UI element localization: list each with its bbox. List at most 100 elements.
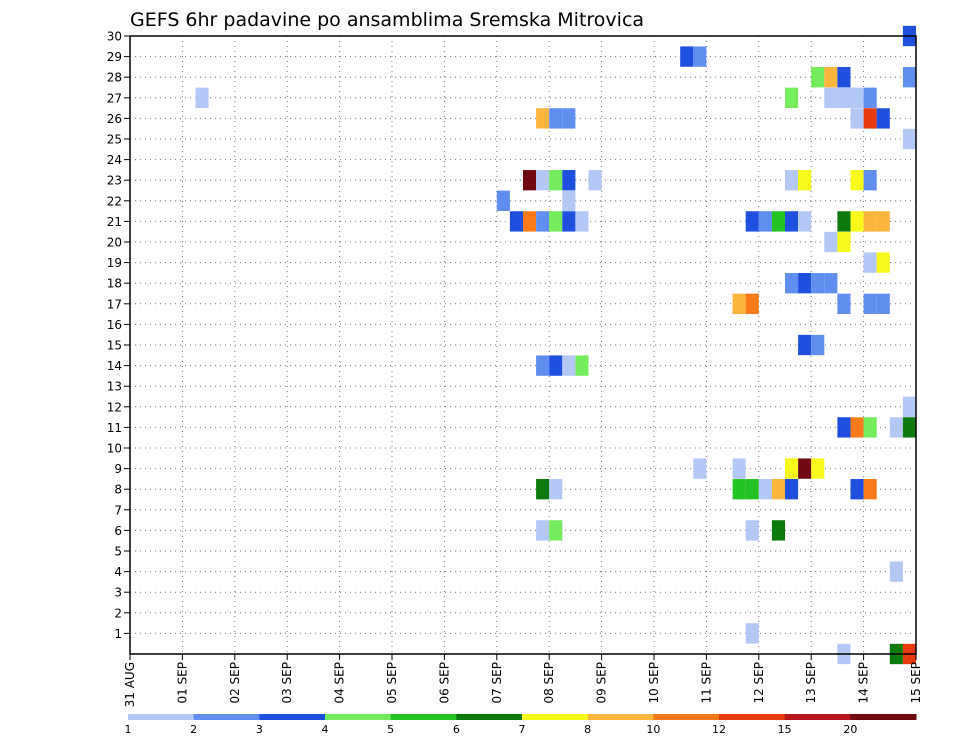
precip-cell [889,417,903,438]
y-tick-label: 20 [107,236,122,250]
precip-cell [837,67,851,88]
precip-cell [745,211,759,232]
precip-cell [562,190,576,211]
precip-cell [575,211,589,232]
y-tick-label: 12 [107,400,122,414]
precip-cell [680,46,694,67]
precip-cell [523,211,537,232]
precip-cell [785,87,799,108]
x-tick-label: 09 SEP [595,662,609,704]
precip-cell [837,293,851,314]
colorbar-label: 2 [190,723,197,736]
x-tick-label: 14 SEP [857,662,871,704]
precip-cell [863,211,877,232]
precip-cell [693,458,707,479]
x-tick-label: 31 AUG [123,662,137,707]
y-tick-label: 4 [114,565,122,579]
colorbar-swatch [456,714,523,720]
precip-cell [798,170,812,191]
precip-cell [902,417,916,438]
precip-cell [824,67,838,88]
colorbar-swatch [522,714,589,720]
precip-cell [745,623,759,644]
precip-cell [811,273,825,294]
precip-cell [811,67,825,88]
colorbar-label: 3 [256,723,263,736]
y-tick-label: 24 [107,153,122,167]
colorbar-swatch [259,714,326,720]
precip-cell [850,170,864,191]
y-tick-label: 23 [107,174,122,188]
y-tick-label: 7 [114,503,122,517]
colorbar-swatch [850,714,917,720]
y-tick-label: 30 [107,30,122,44]
x-tick-label: 02 SEP [228,662,242,704]
precip-cell [889,561,903,582]
precip-cell [523,170,537,191]
precip-cell [562,170,576,191]
precip-cell [758,211,772,232]
colorbar-swatch [390,714,457,720]
precip-cell [863,479,877,500]
y-tick-label: 11 [107,421,122,435]
x-axis: 31 AUG 01 SEP 02 SEP 03 SEP 04 SEP 05 SEP 06 S… [123,654,923,707]
precip-cell [850,479,864,500]
colorbar-swatch [784,714,851,720]
precip-cell [536,108,550,129]
y-tick-label: 1 [114,627,122,641]
colorbar-label: 10 [646,723,660,736]
y-tick-label: 14 [107,359,122,373]
precip-cell [536,211,550,232]
y-tick-label: 8 [114,483,122,497]
precip-cell [732,458,746,479]
precip-cell [536,170,550,191]
precip-cell [902,396,916,417]
colorbar-swatch [653,714,720,720]
precip-cell [509,211,523,232]
precip-cell [758,479,772,500]
colorbar-label: 4 [322,723,329,736]
y-tick-label: 29 [107,50,122,64]
precip-cell [811,334,825,356]
colorbar-label: 5 [387,723,394,736]
precip-cell [876,108,890,129]
y-tick-label: 15 [107,339,122,353]
precip-cell [863,108,877,129]
precip-cell [562,211,576,232]
precip-cell [549,479,563,500]
precip-cell [536,479,550,500]
y-tick-label: 17 [107,297,122,311]
precip-cell [863,170,877,191]
x-tick-label: 05 SEP [385,662,399,704]
colorbar-label: 15 [778,723,792,736]
precip-cell [798,334,812,356]
y-tick-label: 9 [114,462,122,476]
precip-cell [496,190,510,211]
x-tick-label: 11 SEP [699,662,713,704]
precip-cell [798,458,812,479]
colorbar-label: 7 [519,723,526,736]
y-tick-label: 26 [107,112,122,126]
precip-cell [837,417,851,438]
colorbar-label: 12 [712,723,726,736]
precip-cell [863,293,877,314]
precip-cell [588,170,602,191]
x-tick-label: 06 SEP [437,662,451,704]
x-tick-label: 03 SEP [280,662,294,704]
precip-cell [876,252,890,273]
precip-cell [771,211,785,232]
precip-cell [811,458,825,479]
colorbar-label: 1 [125,723,132,736]
precip-cell [195,87,209,108]
colorbar-label: 6 [453,723,460,736]
x-tick-label: 07 SEP [490,662,504,704]
precip-cell [549,108,563,129]
colorbar-swatch [325,714,392,720]
y-tick-label: 3 [114,586,122,600]
y-tick-label: 25 [107,133,122,147]
precip-cell [837,231,851,253]
precip-cell [536,355,550,376]
y-tick-label: 2 [114,606,122,620]
y-tick-label: 13 [107,380,122,394]
